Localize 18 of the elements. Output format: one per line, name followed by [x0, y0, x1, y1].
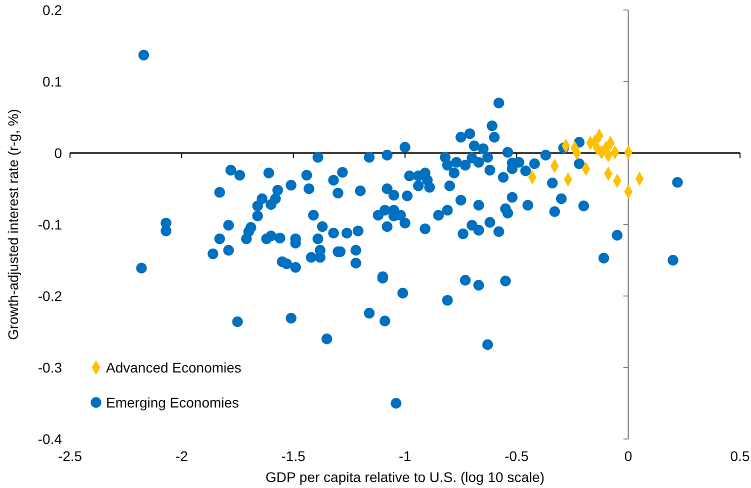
y-tick-label: -0.3 — [38, 359, 62, 376]
x-tick-label: -1.5 — [281, 448, 306, 464]
x-tick-label: -2.5 — [58, 448, 82, 464]
x-tick-label: -2 — [175, 448, 188, 464]
y-tick-label: -0.2 — [38, 288, 62, 304]
y-tick-label: -0.1 — [38, 216, 62, 232]
x-tick-label: -0.5 — [504, 448, 529, 464]
y-tick-label: 0.2 — [42, 2, 62, 18]
legend-label: Advanced Economies — [106, 359, 242, 376]
x-tick-label: 0.5 — [730, 448, 750, 464]
y-tick-label: 0.1 — [42, 73, 62, 90]
legend-label: Emerging Economies — [106, 394, 240, 410]
y-axis-title: Growth-adjusted interest rate (r-g, %) — [5, 108, 21, 340]
x-tick-label: -1 — [398, 448, 412, 464]
x-axis-title: GDP per capita relative to U.S. (log 10 scale) — [265, 469, 545, 485]
x-tick-label: 0 — [624, 448, 632, 464]
y-tick-label: 0 — [54, 144, 62, 161]
y-tick-label: -0.4 — [38, 430, 62, 447]
